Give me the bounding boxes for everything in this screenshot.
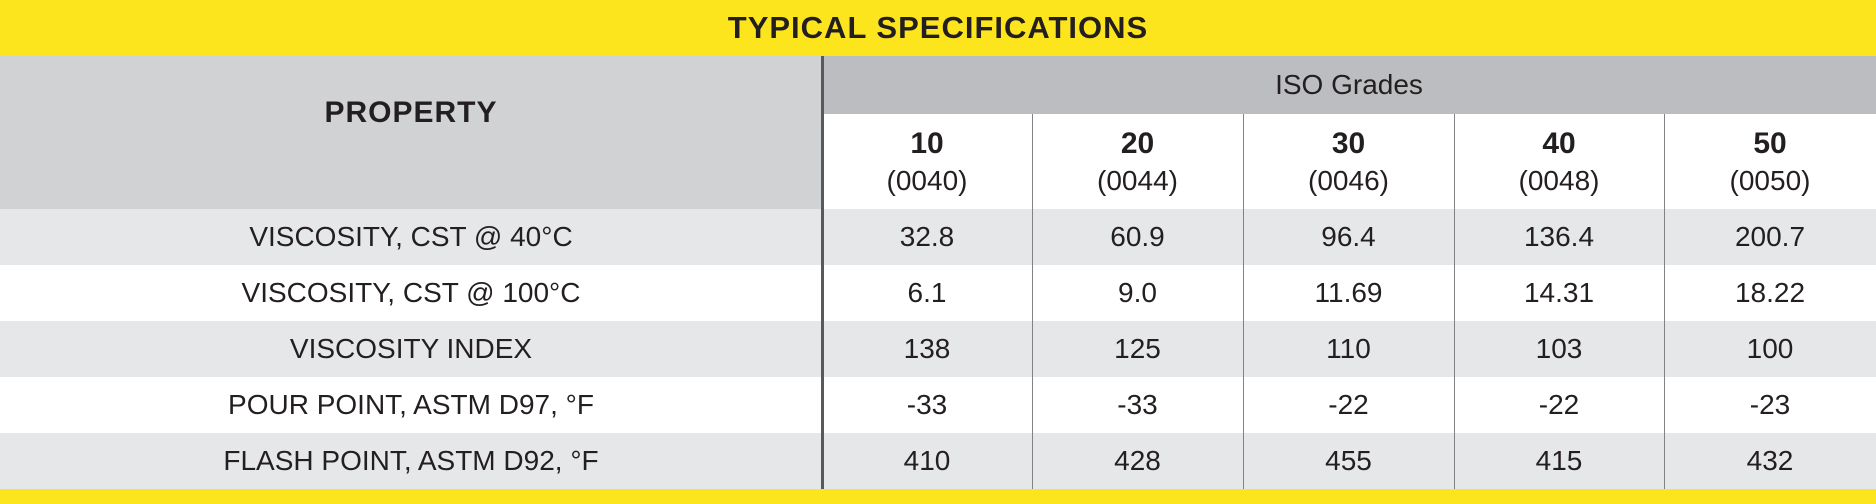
value-cell: -22: [1328, 389, 1369, 420]
grade-header: 50 (0050): [1664, 114, 1876, 209]
value-cell: 200.7: [1734, 221, 1806, 252]
value-cell: 455: [1325, 445, 1372, 476]
value-cell: 103: [1535, 333, 1583, 364]
grade-code: (0046): [1308, 164, 1389, 196]
value-cell: 96.4: [1321, 221, 1376, 252]
value-cell: 100: [1746, 333, 1794, 364]
grade-header: 30 (0046): [1243, 114, 1454, 209]
grade-number: 50: [1753, 126, 1787, 160]
grade-number: 30: [1331, 126, 1366, 160]
property-cell: VISCOSITY INDEX: [289, 333, 533, 364]
property-cell: POUR POINT, ASTM D97, °F: [228, 389, 594, 420]
value-cell: -33: [1117, 389, 1158, 420]
column-separator: [1243, 114, 1244, 489]
value-cell: 11.69: [1314, 277, 1383, 308]
group-header: ISO Grades: [822, 56, 1876, 114]
value-cell: -33: [906, 389, 948, 420]
row-background: [0, 321, 1876, 377]
value-cell: -23: [1749, 389, 1791, 420]
value-cell: 415: [1535, 445, 1583, 476]
value-cell: 110: [1326, 333, 1371, 364]
column-separator: [1664, 114, 1665, 489]
row-background: [0, 433, 1876, 489]
table-title: TYPICAL SPECIFICATIONS: [0, 0, 1876, 56]
value-cell: 6.1: [907, 277, 947, 308]
value-cell: 410: [903, 445, 951, 476]
grade-code: (0050): [1729, 164, 1811, 196]
value-cell: 138: [903, 333, 951, 364]
value-cell: 60.9: [1110, 221, 1165, 252]
value-cell: 125: [1114, 333, 1161, 364]
column-separator: [1454, 114, 1455, 489]
grade-code: (0040): [886, 164, 968, 196]
value-cell: 14.31: [1523, 277, 1595, 308]
property-cell: FLASH POINT, ASTM D92, °F: [223, 445, 599, 476]
row-background: [0, 377, 1876, 433]
row-background: [0, 265, 1876, 321]
bottom-bar: [0, 489, 1876, 504]
grade-code: (0048): [1518, 164, 1600, 196]
grade-number: 10: [910, 126, 944, 160]
grade-header: 40 (0048): [1454, 114, 1664, 209]
divider: [821, 56, 824, 489]
value-cell: 9.0: [1118, 277, 1157, 308]
value-cell: 428: [1114, 445, 1161, 476]
grade-header: 10 (0040): [822, 114, 1032, 209]
value-cell: 32.8: [899, 221, 955, 252]
grade-number: 40: [1542, 126, 1576, 160]
value-cell: -22: [1538, 389, 1580, 420]
property-cell: VISCOSITY, CST @ 40°C: [249, 221, 573, 252]
row-background: [0, 209, 1876, 265]
value-cell: 18.22: [1734, 277, 1806, 308]
property-cell: VISCOSITY, CST @ 100°C: [241, 277, 581, 308]
column-separator: [1032, 114, 1033, 489]
grade-code: (0044): [1097, 164, 1178, 196]
value-cell: 136.4: [1523, 221, 1595, 252]
value-cell: 432: [1746, 445, 1794, 476]
property-header: PROPERTY: [0, 56, 822, 209]
grade-header: 20 (0044): [1032, 114, 1243, 209]
grade-number: 20: [1120, 126, 1155, 160]
